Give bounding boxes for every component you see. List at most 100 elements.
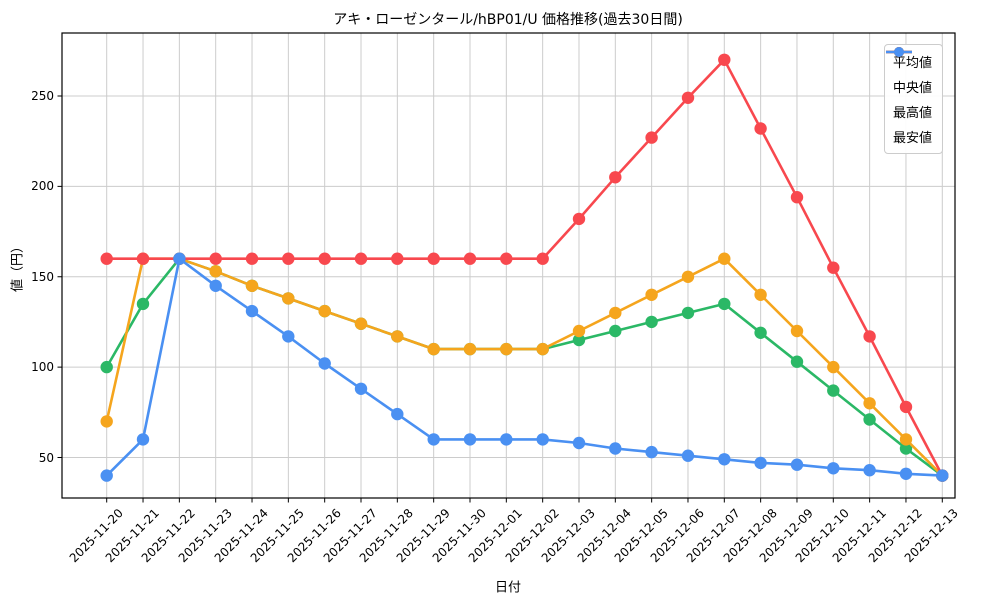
data-point-max xyxy=(790,191,804,204)
data-point-avg xyxy=(899,442,913,455)
data-point-median xyxy=(245,279,259,292)
data-point-max xyxy=(209,252,222,265)
data-point-median xyxy=(609,306,622,320)
data-point-min xyxy=(173,252,186,265)
data-point-avg xyxy=(136,297,150,311)
data-point-max xyxy=(136,252,150,265)
data-point-median xyxy=(572,324,586,338)
data-point-min xyxy=(936,469,949,482)
data-point-avg xyxy=(718,297,731,311)
data-point-max xyxy=(318,252,331,265)
data-point-max xyxy=(354,252,368,265)
data-point-max xyxy=(899,400,913,414)
data-point-avg xyxy=(645,315,658,329)
data-point-min xyxy=(645,445,658,459)
data-point-median xyxy=(500,342,513,356)
data-point-min xyxy=(500,433,513,446)
data-point-min xyxy=(136,433,150,446)
data-point-min xyxy=(209,279,222,292)
data-point-median xyxy=(318,304,331,318)
data-point-avg xyxy=(863,413,876,426)
data-point-min xyxy=(318,357,331,370)
data-point-median xyxy=(827,360,840,374)
data-point-max xyxy=(863,330,876,343)
data-point-median xyxy=(899,433,913,446)
data-point-min xyxy=(899,467,913,480)
legend-item-median: 中央値 xyxy=(886,47,933,96)
data-point-max xyxy=(754,122,767,135)
data-point-median xyxy=(463,342,477,356)
data-point-avg xyxy=(790,355,804,368)
y-tick-label: 250 xyxy=(31,89,54,103)
legend-item-min: 最安値 xyxy=(886,47,933,146)
data-point-median xyxy=(645,288,658,301)
data-point-min xyxy=(863,464,876,477)
data-point-avg xyxy=(754,326,767,339)
legend: 平均値中央値最高値最安値 xyxy=(884,44,944,154)
data-point-max xyxy=(572,212,586,226)
data-point-max xyxy=(245,252,259,265)
data-point-median xyxy=(100,415,113,428)
data-point-median xyxy=(718,252,731,265)
data-point-avg xyxy=(100,360,113,374)
legend-marker-icon xyxy=(886,47,912,57)
data-point-min xyxy=(391,407,404,421)
series-line-max xyxy=(105,58,944,477)
plot-frame xyxy=(61,32,956,499)
data-point-max xyxy=(536,252,549,265)
y-tick-label: 200 xyxy=(31,179,54,194)
data-point-min xyxy=(790,458,804,471)
data-point-max xyxy=(718,53,731,66)
data-point-median xyxy=(391,330,404,343)
data-point-min xyxy=(100,469,113,482)
data-point-max xyxy=(282,252,295,265)
data-point-min xyxy=(754,456,767,470)
data-point-median xyxy=(681,270,695,283)
y-tick-label: 100 xyxy=(31,360,54,375)
x-axis-label: 日付 xyxy=(494,580,522,596)
data-point-min xyxy=(718,453,731,466)
data-point-median xyxy=(427,342,440,356)
legend-item-label: 平均値 xyxy=(893,56,933,71)
legend-dot xyxy=(894,47,904,57)
data-point-median xyxy=(754,288,767,301)
data-point-max xyxy=(427,252,440,265)
data-point-min xyxy=(572,436,586,450)
data-point-avg xyxy=(827,384,840,397)
data-point-max xyxy=(100,252,113,265)
data-point-median xyxy=(863,397,876,410)
data-point-median xyxy=(209,265,222,278)
legend-item-label: 中央値 xyxy=(893,81,933,96)
data-point-median xyxy=(282,292,295,305)
data-point-min xyxy=(282,330,295,343)
legend-item-label: 最高値 xyxy=(893,106,933,121)
data-point-min xyxy=(427,433,440,446)
data-point-median xyxy=(790,324,804,338)
data-point-avg xyxy=(609,324,622,338)
data-point-min xyxy=(463,433,477,446)
data-point-avg xyxy=(681,306,695,320)
chart-title: アキ・ローゼンタール/hBP01/U 価格推移(過去30日間) xyxy=(333,12,683,28)
data-point-min xyxy=(681,449,695,462)
data-point-max xyxy=(463,252,477,265)
data-point-median xyxy=(354,317,368,330)
legend-item-max: 最高値 xyxy=(886,47,933,121)
y-tick-label: 150 xyxy=(31,269,54,284)
data-point-min xyxy=(245,304,259,318)
y-tick-label: 50 xyxy=(38,450,54,465)
data-point-min xyxy=(827,462,840,475)
data-point-avg xyxy=(572,333,586,347)
series-line-median xyxy=(105,257,944,477)
data-point-max xyxy=(827,261,840,274)
data-point-max xyxy=(609,171,622,184)
data-point-min xyxy=(536,433,549,446)
data-point-min xyxy=(354,382,368,395)
data-point-min xyxy=(609,442,622,455)
legend-item-label: 最安値 xyxy=(893,131,933,146)
data-point-max xyxy=(645,131,658,144)
data-point-median xyxy=(536,342,549,356)
data-point-max xyxy=(391,252,404,265)
data-point-max xyxy=(500,252,513,265)
